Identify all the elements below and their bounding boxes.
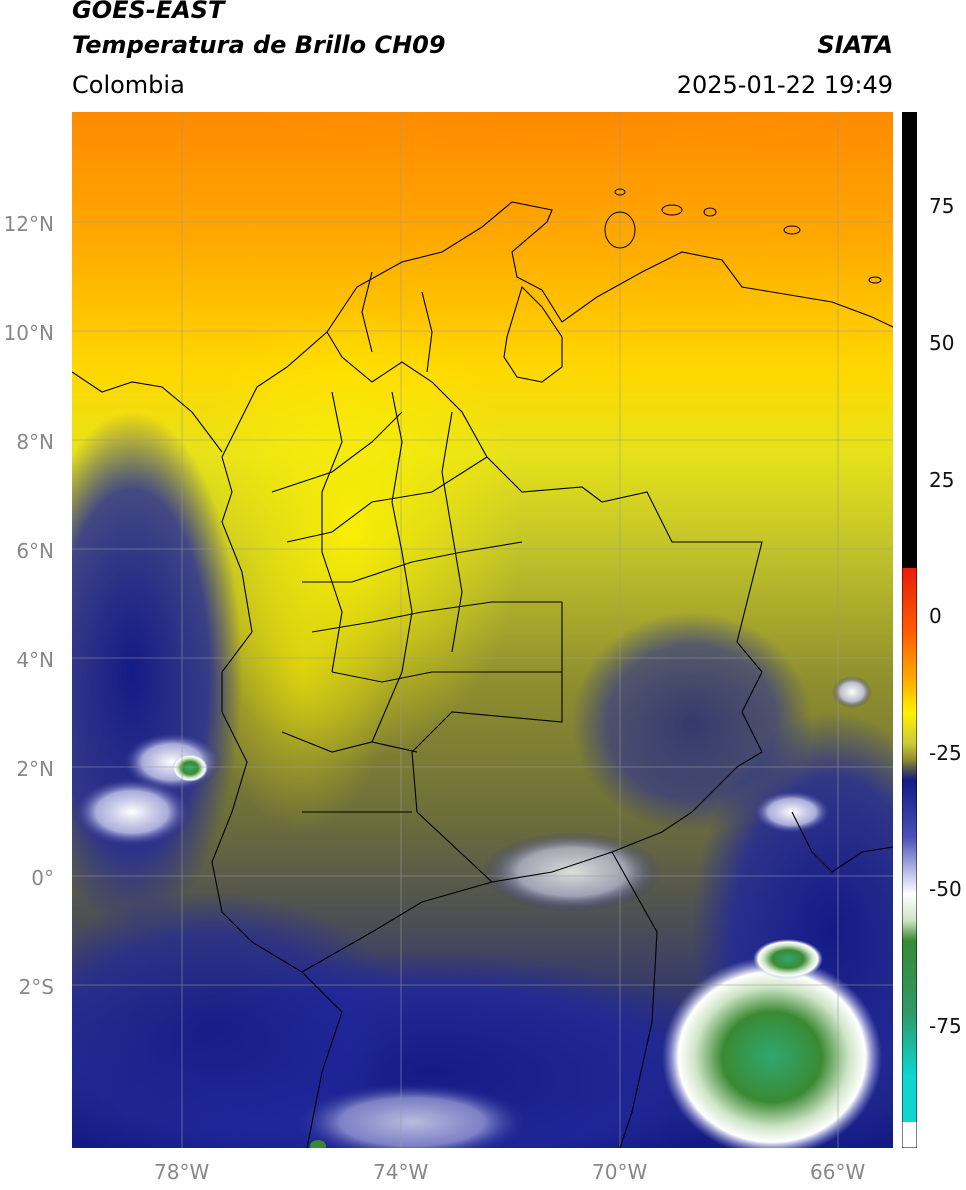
lon-label: 74°W (373, 1160, 429, 1184)
graticule (72, 112, 893, 1148)
colorbar-tick: 25 (929, 468, 955, 492)
lat-label: 6°N (16, 539, 54, 563)
colorbar-tick: -25 (929, 741, 962, 765)
borders (72, 201, 893, 1148)
lat-label: 12°N (3, 212, 54, 236)
lat-label: 4°N (16, 648, 54, 672)
colorbar-tick: 75 (929, 194, 955, 218)
lat-label: 0° (31, 866, 54, 890)
region-label: Colombia (72, 71, 185, 99)
temperature-colorbar (902, 112, 917, 1148)
lon-label: 70°W (592, 1160, 648, 1184)
lat-label: 8°N (16, 430, 54, 454)
colorbar-tick: 50 (929, 331, 955, 355)
lon-label: 66°W (810, 1160, 866, 1184)
islands (604, 188, 882, 284)
colorbar-tick: -75 (929, 1014, 962, 1038)
lat-label: 10°N (3, 321, 54, 345)
agency-label: SIATA (817, 31, 893, 59)
colorbar-tick: 0 (929, 604, 942, 628)
product-title: Temperatura de Brillo CH09 (72, 31, 446, 59)
colorbar-tick: -50 (929, 877, 962, 901)
lat-label: 2°N (16, 757, 54, 781)
lon-label: 78°W (154, 1160, 210, 1184)
brightness-temperature-map (72, 112, 893, 1148)
timestamp-label: 2025-01-22 19:49 (676, 71, 893, 99)
satellite-title: GOES-EAST (72, 0, 225, 24)
lat-label: 2°S (18, 975, 54, 999)
